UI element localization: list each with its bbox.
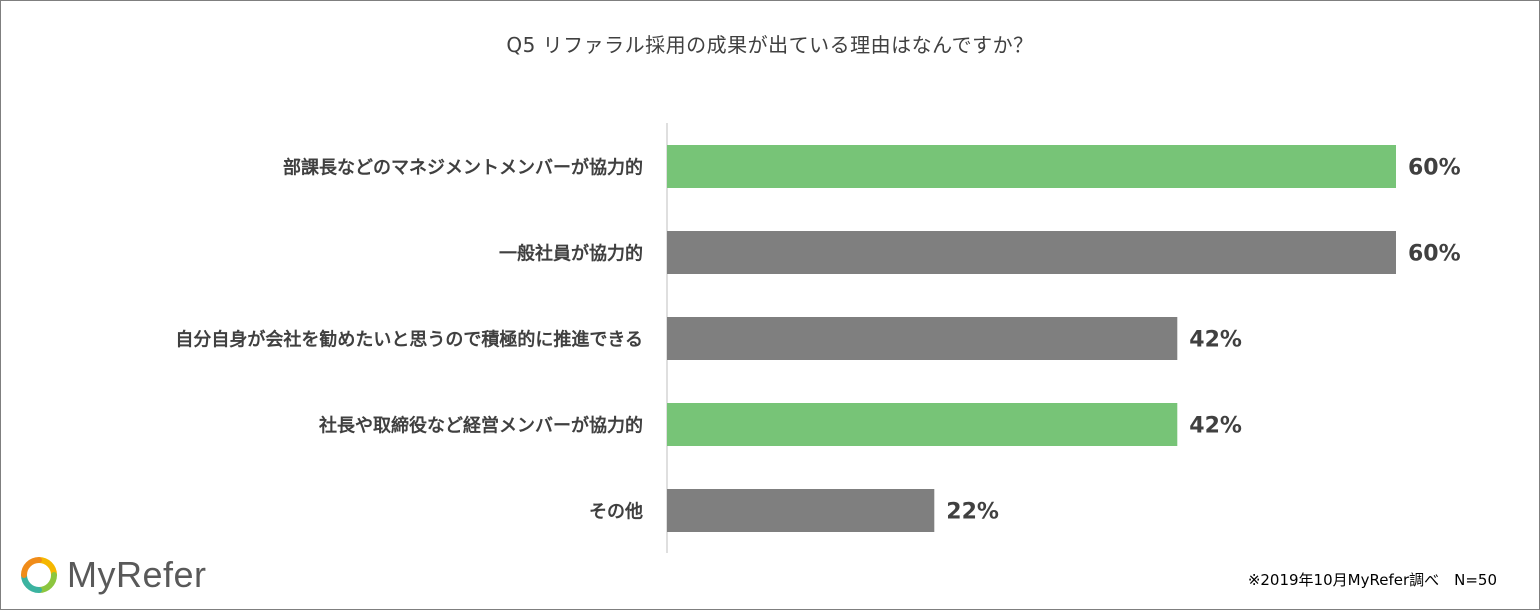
- bar-1: [667, 145, 1396, 188]
- category-label-1: 部課長などのマネジメントメンバーが協力的: [283, 157, 643, 179]
- bar-4: [667, 403, 1178, 446]
- footnote: ※2019年10月MyRefer調べ N=50: [1247, 571, 1497, 589]
- bar-2: [667, 231, 1396, 274]
- bar-3: [667, 317, 1178, 360]
- value-label-2: 60%: [1408, 242, 1461, 267]
- logo-ring-icon: [21, 557, 57, 593]
- category-label-4: 社長や取締役など経営メンバーが協力的: [319, 415, 643, 437]
- category-label-5: その他: [589, 501, 643, 523]
- bar-5: [667, 489, 935, 532]
- myrefer-logo: MyRefer: [19, 553, 207, 597]
- value-label-3: 42%: [1189, 328, 1242, 353]
- value-label-4: 42%: [1189, 414, 1242, 439]
- logo-text: MyRefer: [67, 554, 207, 595]
- category-label-3: 自分自身が会社を勧めたいと思うので積極的に推進できる: [175, 329, 643, 351]
- value-label-1: 60%: [1408, 156, 1461, 181]
- bars-group: 部課長などのマネジメントメンバーが協力的 60% 一般社員が協力的 60% 自分自身が会…: [175, 145, 1461, 532]
- chart-title: Q5 リファラル採用の成果が出ている理由はなんですか？: [506, 33, 1034, 57]
- category-label-2: 一般社員が協力的: [499, 243, 643, 265]
- value-label-5: 22%: [946, 500, 999, 525]
